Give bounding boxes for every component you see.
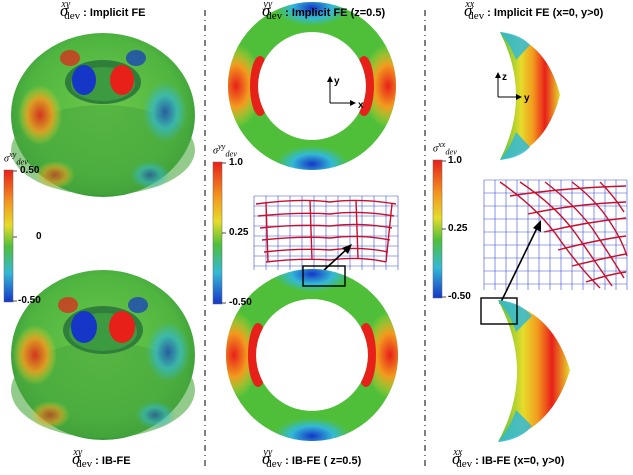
caption-col1-bottom: σxydev: IB-FE — [72, 447, 131, 470]
torus-implicit-fe — [11, 33, 195, 197]
slice-axes: z y — [495, 72, 530, 104]
caption-col1-top: σxydev: Implicit FE — [60, 0, 146, 22]
colorbar-xx-mid: 0.25 — [448, 223, 468, 234]
colorbar-xx — [432, 159, 443, 299]
caption-col3-bottom: σxxdev: IB-FE (x=0, y>0) — [452, 447, 565, 470]
zoom-arrow — [499, 225, 539, 305]
colorbar-xy-mid: 0 — [36, 231, 42, 242]
colorbar-xy-title: σxydev — [4, 150, 28, 167]
colorbar-xx-title: σxxdev — [433, 140, 457, 157]
ring-ib-fe — [225, 265, 399, 442]
mesh-zoom-xx — [483, 179, 628, 305]
caption-col2-top: σyydev: Implicit FE (z=0.5) — [262, 0, 386, 22]
zoom-box — [302, 265, 346, 287]
colorbar-xx-min: -0.50 — [448, 291, 471, 302]
colorbar-yy — [212, 161, 223, 305]
axis-label-z: z — [502, 72, 507, 83]
axis-label-y-slice: y — [524, 93, 530, 104]
slice-ib-fe — [480, 297, 570, 442]
colorbar-yy-min: -0.50 — [229, 297, 252, 308]
colorbar-xy-min: -0.50 — [18, 295, 41, 306]
axis-label-x: x — [358, 100, 364, 111]
slice-implicit-fe — [500, 32, 560, 160]
colorbar-yy-max: 1.0 — [229, 157, 243, 168]
ring-axes: y x — [327, 76, 364, 111]
torus-ib-fe — [11, 270, 195, 440]
axis-label-y: y — [334, 76, 340, 87]
colorbar-xy — [3, 169, 14, 303]
colorbar-yy-mid: 0.25 — [229, 227, 249, 238]
mesh-zoom-yy — [253, 195, 399, 273]
colorbar-xx-max: 1.0 — [448, 155, 462, 166]
ring-implicit-fe — [228, 2, 396, 170]
colorbar-xy-max: 0.50 — [20, 165, 40, 176]
zoom-arrow — [321, 247, 349, 273]
zoom-box — [480, 297, 518, 325]
caption-col3-top: σxxdev: Implicit FE (x=0, y>0) — [464, 0, 604, 22]
caption-col2-bottom: σyydev: IB-FE ( z=0.5) — [262, 447, 362, 470]
colorbar-yy-title: σyydev — [213, 142, 237, 159]
